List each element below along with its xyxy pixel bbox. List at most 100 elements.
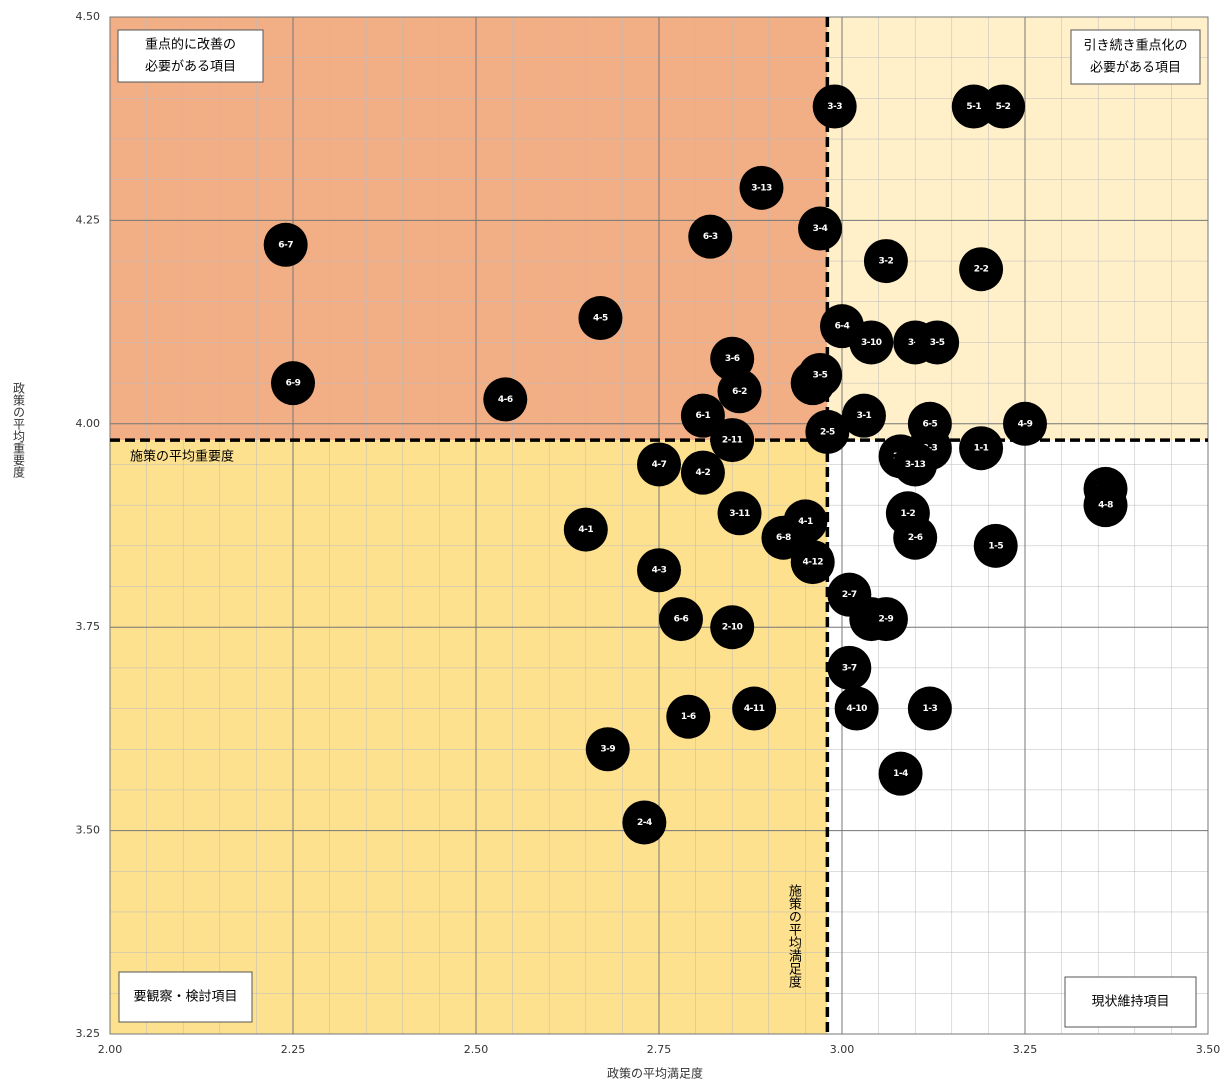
point-label: 6-9: [286, 379, 301, 389]
point: [812, 84, 857, 129]
point: [483, 377, 528, 422]
x-tick-label: 2.25: [281, 1043, 306, 1056]
y-tick-label: 4.25: [76, 213, 101, 226]
point-label: 2-2: [974, 265, 989, 275]
x-tick-label: 2.50: [464, 1043, 489, 1056]
point-label: 3-7: [842, 663, 857, 673]
quadrant-label: 必要がある項目: [1090, 61, 1181, 76]
point: [863, 239, 908, 284]
point: [878, 751, 923, 796]
point: [761, 515, 806, 560]
point-label: 1-4: [893, 769, 908, 779]
quadrant-label: 現状維持項目: [1091, 995, 1169, 1010]
point: [798, 352, 843, 397]
y-tick-label: 3.75: [76, 620, 101, 633]
x-axis-title: 政策の平均満足度: [607, 1066, 703, 1081]
point-label: 4-7: [652, 460, 667, 470]
point: [732, 686, 777, 731]
point: [637, 442, 681, 487]
point: [717, 491, 762, 536]
point-label: 3-5: [813, 370, 828, 380]
point: [827, 645, 872, 690]
point-label: 2-5: [820, 427, 835, 437]
y-tick-label: 3.50: [76, 824, 101, 837]
point: [849, 320, 894, 365]
point-label: 5-1: [966, 102, 981, 112]
point-label: 2-10: [722, 623, 743, 633]
quadrant-label: 重点的に改善の: [145, 37, 236, 53]
point-label: 2-7: [842, 590, 857, 600]
point-label: 4-6: [498, 395, 513, 405]
point-label: 3-4: [813, 224, 828, 234]
point-label: 3-9: [600, 745, 615, 755]
point: [680, 450, 725, 495]
point: [688, 214, 733, 259]
point: [739, 165, 784, 210]
point-label: 3-3: [827, 102, 842, 112]
point-label: 1-2: [900, 509, 915, 519]
y-tick-label: 4.50: [76, 10, 101, 23]
point-label: 4-12: [802, 558, 823, 568]
point-label: 6-3: [703, 232, 718, 242]
point-label: 1-3: [922, 704, 937, 714]
point-label: 1-5: [988, 541, 1003, 551]
x-tick-label: 2.75: [647, 1043, 672, 1056]
average-label: 施策の平均満足度: [786, 884, 802, 988]
point-label: 4-2: [696, 468, 711, 478]
quadrant-bg: [110, 440, 828, 1034]
point-label: 3-1: [857, 411, 872, 421]
point-label: 6-8: [776, 533, 791, 543]
point: [1003, 401, 1047, 446]
point-label: 2-9: [879, 615, 894, 625]
point-label: 3-2: [879, 257, 894, 267]
point-label: 4-5: [593, 314, 608, 324]
point: [658, 597, 703, 642]
quadrant-box: [117, 29, 264, 83]
quadrant-box: [1070, 29, 1201, 85]
y-tick-label: 4.00: [76, 417, 101, 430]
point: [710, 605, 755, 650]
point: [893, 515, 938, 560]
point-label: 2-11: [722, 436, 743, 446]
point: [798, 206, 843, 251]
quadrant-bg: [827, 17, 1208, 441]
point-label: 4-8: [1098, 501, 1113, 511]
point-label: 6-1: [696, 411, 711, 421]
point-label: 4-1: [798, 517, 813, 527]
point: [1083, 483, 1128, 528]
point-label: 6-5: [922, 419, 937, 429]
point-label: 3-6: [725, 354, 740, 364]
point-label: 1-1: [974, 444, 989, 454]
point: [578, 296, 623, 341]
point: [710, 418, 755, 463]
point-label: 6-6: [674, 615, 689, 625]
point-label: 4-11: [744, 704, 765, 714]
y-axis-title: 政策の平均重要度: [12, 382, 26, 478]
point: [841, 393, 886, 438]
point-label: 4-3: [652, 566, 667, 576]
x-tick-label: 2.00: [98, 1043, 123, 1056]
quadrant-label: 要観察・検討項目: [133, 989, 237, 1005]
quadrant-label: 引き続き重点化の: [1083, 38, 1187, 54]
quadrant-box: [1064, 976, 1197, 1028]
y-tick-label: 3.25: [76, 1027, 101, 1040]
point-label: 1-6: [681, 712, 696, 722]
point-label: 5-2: [996, 102, 1011, 112]
point: [585, 727, 630, 772]
point: [981, 84, 1026, 129]
point: [790, 540, 835, 585]
point-label: 3-5: [930, 338, 945, 348]
quadrant-box: [118, 971, 253, 1023]
plot-frame: [109, 16, 1209, 1035]
point-label: 2-6: [908, 533, 923, 543]
point: [805, 409, 850, 454]
point: [666, 694, 711, 739]
point: [959, 247, 1004, 292]
point: [563, 507, 608, 552]
point-label: 4-10: [846, 704, 867, 714]
point-label: 3-13: [751, 183, 772, 193]
x-tick-label: 3.00: [830, 1043, 855, 1056]
point-label: 6-7: [278, 240, 293, 250]
quadrant-bg: [827, 440, 1208, 1034]
